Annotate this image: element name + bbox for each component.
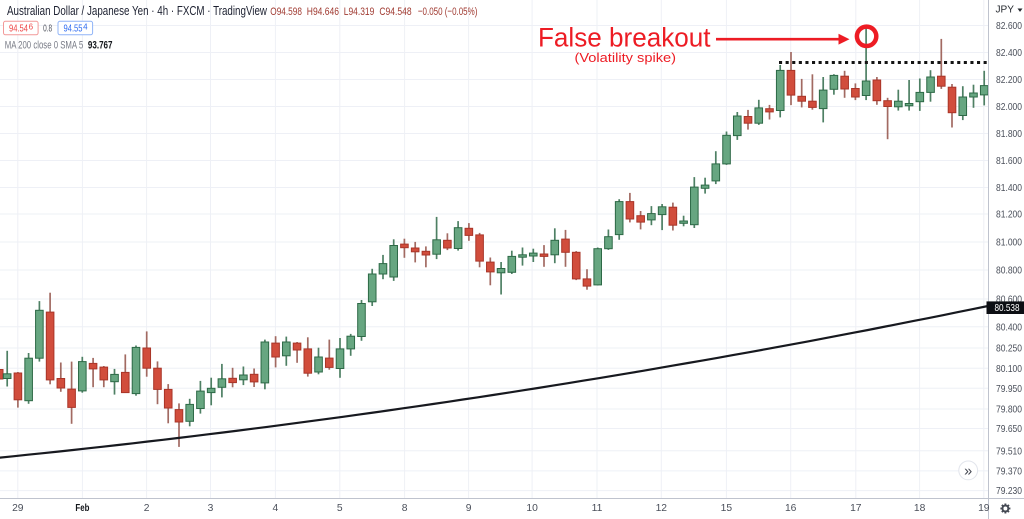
svg-text:H94.646: H94.646 <box>307 6 339 18</box>
svg-text:O94.598: O94.598 <box>270 6 302 18</box>
svg-text:False breakout: False breakout <box>538 23 711 53</box>
svg-text:79.950: 79.950 <box>996 384 1022 395</box>
svg-text:L94.319: L94.319 <box>344 6 375 18</box>
svg-text:»: » <box>964 464 972 480</box>
svg-text:10: 10 <box>526 503 538 514</box>
svg-text:9: 9 <box>466 503 472 514</box>
svg-text:18: 18 <box>914 503 926 514</box>
svg-text:79.650: 79.650 <box>996 424 1022 435</box>
svg-text:81.400: 81.400 <box>996 183 1022 194</box>
svg-text:17: 17 <box>850 503 862 514</box>
svg-text:82.000: 82.000 <box>996 102 1022 113</box>
svg-text:81.800: 81.800 <box>996 129 1022 140</box>
svg-text:94.55: 94.55 <box>64 23 83 35</box>
svg-text:82.400: 82.400 <box>996 48 1022 59</box>
svg-text:MA 200 close 0 SMA 5: MA 200 close 0 SMA 5 <box>5 40 84 52</box>
svg-text:2: 2 <box>144 503 150 514</box>
svg-text:16: 16 <box>785 503 797 514</box>
svg-text:Feb: Feb <box>75 503 89 514</box>
svg-text:80.400: 80.400 <box>996 322 1022 333</box>
svg-text:81.200: 81.200 <box>996 210 1022 221</box>
svg-text:79.510: 79.510 <box>996 446 1022 457</box>
svg-text:Australian Dollar / Japanese Y: Australian Dollar / Japanese Yen · 4h · … <box>7 4 268 18</box>
svg-text:C94.548: C94.548 <box>379 6 411 18</box>
svg-text:11: 11 <box>592 503 603 514</box>
svg-text:3: 3 <box>208 503 214 514</box>
svg-text:8: 8 <box>402 503 408 514</box>
svg-text:19: 19 <box>978 503 990 514</box>
svg-text:0.8: 0.8 <box>43 23 52 35</box>
svg-text:79.230: 79.230 <box>996 486 1022 497</box>
svg-text:80.800: 80.800 <box>996 266 1022 277</box>
svg-text:15: 15 <box>721 503 733 514</box>
svg-text:81.000: 81.000 <box>996 238 1022 249</box>
svg-text:29: 29 <box>12 503 24 514</box>
svg-text:80.250: 80.250 <box>996 344 1022 355</box>
svg-text:82.600: 82.600 <box>996 21 1022 32</box>
svg-text:93.767: 93.767 <box>88 40 113 52</box>
svg-text:4: 4 <box>273 503 279 514</box>
svg-text:82.200: 82.200 <box>996 75 1022 86</box>
svg-text:81.600: 81.600 <box>996 156 1022 167</box>
svg-text:6: 6 <box>29 22 34 31</box>
svg-text:JPY: JPY <box>996 5 1015 16</box>
svg-text:−0.050 (−0.05%): −0.050 (−0.05%) <box>418 6 478 18</box>
svg-text:79.800: 79.800 <box>996 405 1022 416</box>
svg-text:79.370: 79.370 <box>996 467 1022 478</box>
svg-text:12: 12 <box>656 503 668 514</box>
svg-text:80.600: 80.600 <box>996 295 1022 306</box>
svg-text:4: 4 <box>83 22 88 31</box>
svg-text:(Volatility spike): (Volatility spike) <box>575 50 677 65</box>
svg-text:80.100: 80.100 <box>996 364 1022 375</box>
svg-text:5: 5 <box>337 503 343 514</box>
svg-text:94.54: 94.54 <box>9 23 28 35</box>
svg-text:80.538: 80.538 <box>995 303 1020 314</box>
